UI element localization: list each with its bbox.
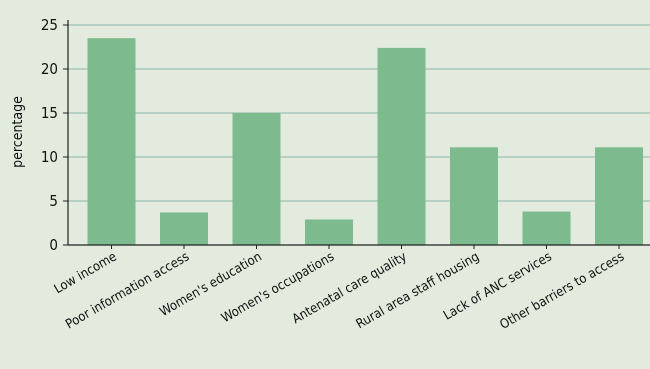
- y-tick-label: 20: [41, 60, 58, 78]
- bar: [522, 211, 571, 245]
- x-tick-label: Low income: [52, 249, 120, 297]
- bar: [160, 212, 208, 245]
- gridlines: [68, 24, 650, 202]
- y-tick-label: 10: [41, 148, 58, 166]
- x-tick-label: Poor information access: [63, 249, 192, 332]
- bar: [305, 219, 353, 245]
- y-axis-label: percentage: [10, 96, 26, 168]
- y-tick-label: 25: [41, 16, 58, 34]
- axes: [63, 20, 650, 249]
- y-tick-label: 0: [49, 236, 58, 254]
- bar: [450, 147, 498, 245]
- y-tick-labels: 0 5 10 15 20 25: [41, 16, 58, 254]
- bar: [377, 47, 426, 245]
- bar: [595, 147, 643, 245]
- bar: [87, 38, 136, 246]
- y-tick-label: 15: [41, 104, 58, 122]
- y-tick-label: 5: [49, 192, 58, 210]
- x-tick-label: Other barriers to access: [498, 249, 627, 332]
- bars: [87, 38, 643, 246]
- bar: [232, 113, 281, 245]
- x-tick-label: Rural area staff housing: [354, 249, 482, 332]
